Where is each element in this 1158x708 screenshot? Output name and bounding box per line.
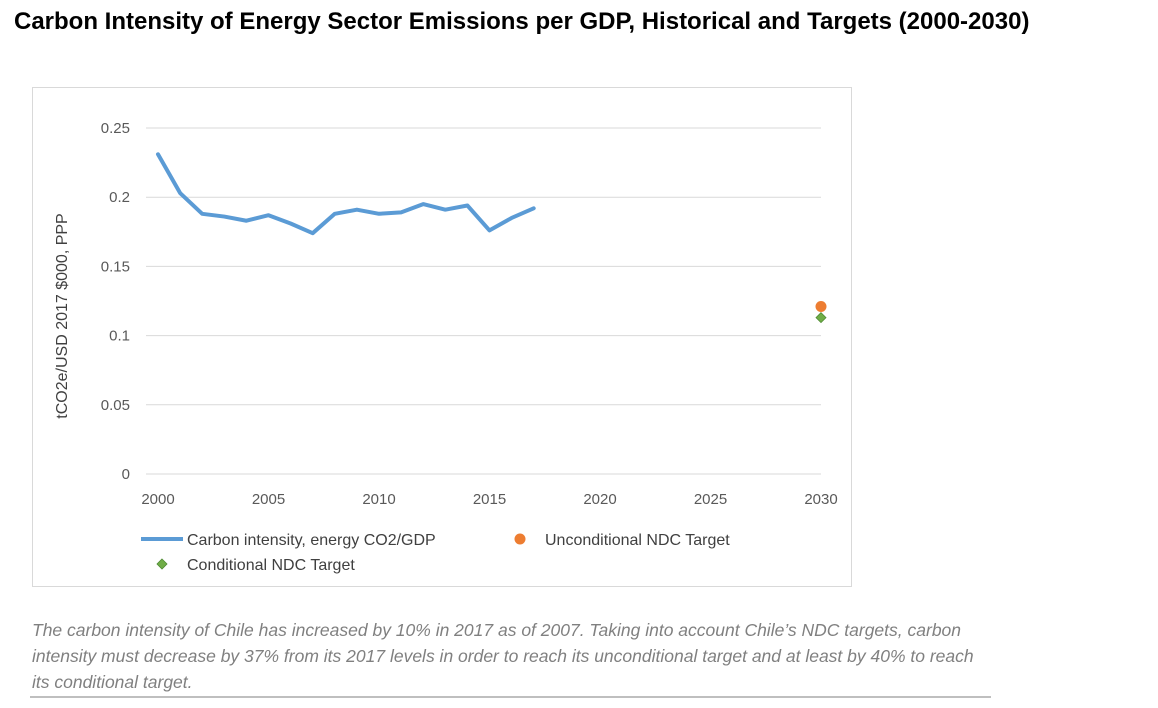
- data-point-2016: [510, 216, 514, 220]
- legend-swatch-unconditional-target: [514, 533, 526, 545]
- y-tick-label-1: 0.05: [101, 397, 130, 414]
- data-point-2002: [200, 212, 204, 216]
- conditional-target-point: [815, 312, 827, 324]
- x-tick-label-0: 2000: [141, 491, 174, 508]
- caption-divider: [30, 696, 991, 698]
- chart-frame: 0 0.05 0.1 0.15 0.2 0.25 2000 2005 2010 2015 2020…: [32, 87, 852, 587]
- y-tick-label-4: 0.2: [109, 189, 130, 206]
- chart-svg: 0 0.05 0.1 0.15 0.2 0.25 2000 2005 2010 2015 2020…: [54, 120, 838, 574]
- y-axis-label: tCO2e/USD 2017 $000, PPP: [54, 213, 71, 418]
- data-point-2015: [488, 228, 492, 232]
- data-point-2017: [532, 206, 536, 210]
- y-tick-label-5: 0.25: [101, 120, 130, 137]
- data-point-2014: [465, 204, 469, 208]
- legend-label-unconditional-target: Unconditional NDC Target: [545, 532, 730, 549]
- chart-title: Carbon Intensity of Energy Sector Emissi…: [14, 8, 1030, 35]
- data-point-2008: [333, 212, 337, 216]
- x-tick-label-5: 2025: [694, 491, 727, 508]
- data-point-2003: [222, 215, 226, 219]
- data-point-2005: [267, 213, 271, 217]
- series-layer: [156, 152, 827, 324]
- x-tick-label-1: 2005: [252, 491, 285, 508]
- x-tick-label-3: 2015: [473, 491, 506, 508]
- x-tick-label-2: 2010: [362, 491, 395, 508]
- series-line-carbon-intensity: [156, 152, 536, 236]
- unconditional-target-point: [815, 301, 827, 313]
- data-point-2010: [377, 212, 381, 216]
- y-tick-label-3: 0.15: [101, 258, 130, 275]
- x-tick-label-4: 2020: [583, 491, 616, 508]
- x-tick-label-6: 2030: [804, 491, 837, 508]
- data-point-2000: [156, 152, 160, 156]
- gridlines: [146, 127, 821, 475]
- data-point-2011: [399, 210, 403, 214]
- legend: Carbon intensity, energy CO2/GDP Uncondi…: [141, 532, 730, 574]
- y-tick-label-2: 0.1: [109, 328, 130, 345]
- legend-label-conditional-target: Conditional NDC Target: [187, 557, 355, 574]
- legend-swatch-conditional-target: [156, 558, 168, 570]
- x-axis-ticks: 2000 2005 2010 2015 2020 2025 2030: [141, 491, 837, 508]
- data-point-2004: [244, 219, 248, 223]
- data-point-2012: [421, 202, 425, 206]
- data-point-2013: [443, 208, 447, 212]
- data-point-2006: [289, 221, 293, 225]
- y-tick-label-0: 0: [122, 466, 130, 483]
- data-point-2009: [355, 208, 359, 212]
- chart-caption: The carbon intensity of Chile has increa…: [32, 620, 974, 692]
- data-point-2007: [311, 231, 315, 235]
- data-point-2001: [178, 191, 182, 195]
- legend-label-carbon-intensity: Carbon intensity, energy CO2/GDP: [187, 532, 436, 549]
- y-axis-ticks: 0 0.05 0.1 0.15 0.2 0.25: [101, 120, 130, 483]
